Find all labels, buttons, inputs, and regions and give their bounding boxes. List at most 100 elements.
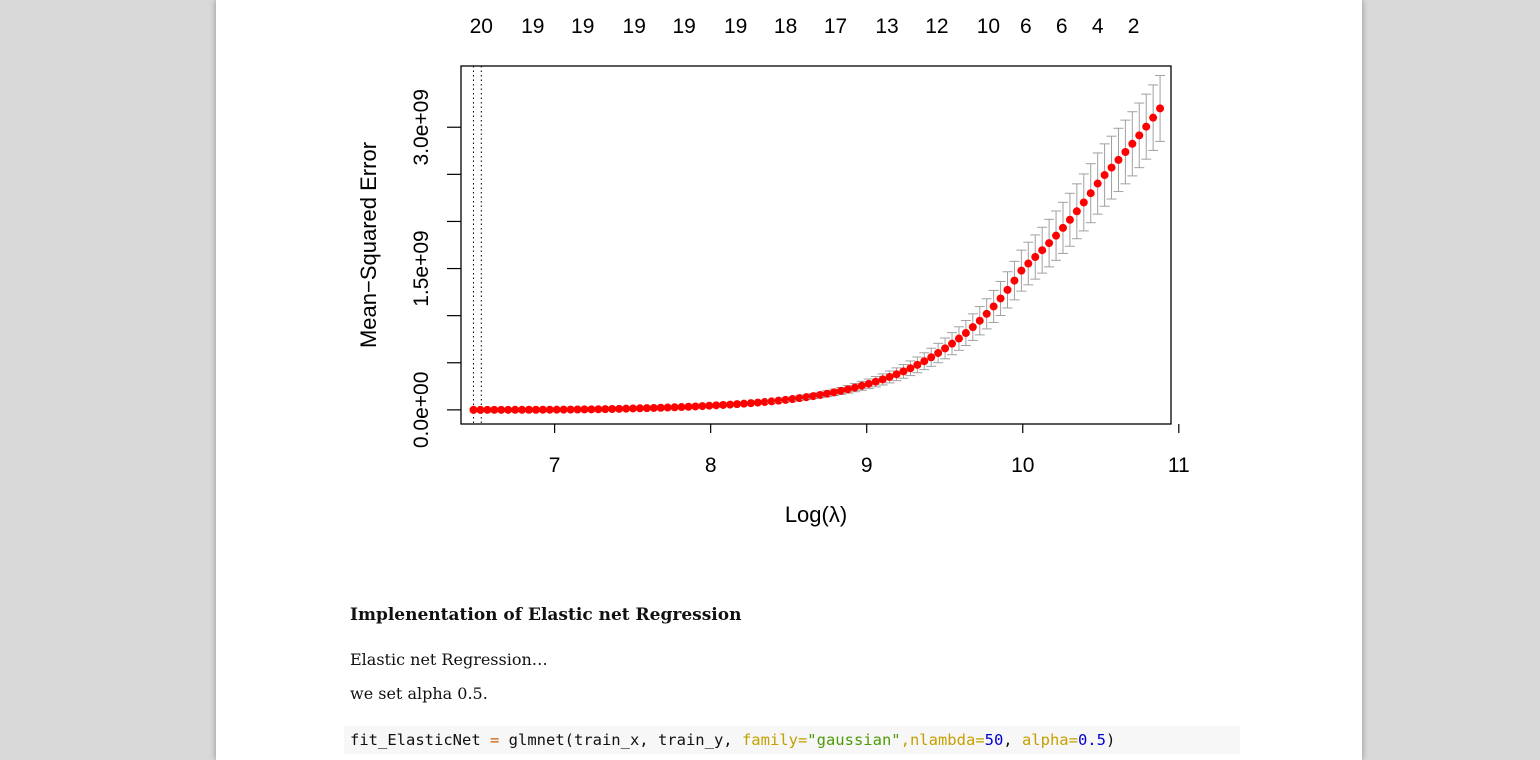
data-point [552,405,561,414]
data-point [469,405,478,414]
top-axis-label: 19 [724,15,747,38]
data-point [823,389,832,398]
data-point [781,395,790,404]
x-tick-label: 11 [1168,454,1190,477]
data-point [698,402,707,411]
code-token: glmnet(train_x, train_y, [499,731,742,749]
code-token: 50 [984,731,1004,749]
data-point [837,386,846,395]
data-point [712,401,721,410]
data-point [649,403,658,412]
data-point [871,377,880,386]
data-point [989,302,998,311]
data-point [656,403,665,412]
data-point [1031,253,1040,262]
data-point [705,401,714,410]
data-point [726,400,735,409]
data-point [746,399,755,408]
paragraph-alpha: we set alpha 0.5. [350,684,488,703]
code-token: ) [1105,731,1116,749]
x-tick-label: 8 [705,454,717,477]
top-axis-label: 19 [623,15,646,38]
y-tick-label: 0.0e+00 [410,372,433,449]
data-point [830,388,839,397]
data-point [1024,259,1033,268]
code-token: , [900,731,910,749]
data-point [857,381,866,390]
data-point [892,370,901,379]
data-point [497,405,506,414]
top-axis-label: 20 [470,15,493,38]
data-point [1149,113,1158,122]
data-point [968,323,977,332]
data-point [490,405,499,414]
data-point [504,405,513,414]
data-point [760,397,769,406]
data-point [1003,285,1012,294]
data-point [615,404,624,413]
data-point [1100,171,1109,180]
top-axis-label: 4 [1092,15,1104,38]
data-point [885,372,894,381]
data-point [1086,189,1095,198]
data-point [913,360,922,369]
top-axis-label: 13 [875,15,898,38]
code-token: , [1003,731,1022,749]
data-point [663,403,672,412]
data-point [809,392,818,401]
top-axis-label: 18 [774,15,797,38]
data-point [1065,215,1074,224]
data-point [920,357,929,366]
data-point [954,334,963,343]
data-point [622,404,631,413]
data-point [753,398,762,407]
code-token: nlambda= [909,731,985,749]
data-point [1052,231,1061,240]
data-point [1121,147,1130,156]
data-point [684,402,693,411]
data-point [850,383,859,392]
data-point [774,396,783,405]
plot-frame [460,65,1172,425]
code-token: fit_ElasticNet [350,731,490,749]
paragraph-intro: Elastic net Regression… [350,650,548,669]
data-point [927,353,936,362]
data-point [518,405,527,414]
code-block: fit_ElasticNet = glmnet(train_x, train_y… [344,726,1240,754]
data-point [739,399,748,408]
document-page: 7 8 9 10 11 0.0e+00 1.5e+09 3.0e+09 20 19 19 19 19 19… [216,0,1362,760]
data-point [795,394,804,403]
data-point [1107,163,1116,172]
data-point [996,294,1005,303]
data-point [670,403,679,412]
top-axis-label: 19 [571,15,594,38]
data-point [1045,239,1054,248]
data-point [1017,266,1026,275]
data-point [566,405,575,414]
data-point [1093,179,1102,188]
section-heading: Implenentation of Elastic net Regression [350,605,742,625]
y-tick-label: 3.0e+09 [410,89,433,166]
data-point [573,405,582,414]
x-axis-label: Log(λ) [785,502,847,527]
top-axis-label: 2 [1128,15,1140,38]
code-token: family= [741,731,808,749]
data-point [601,405,610,414]
x-tick-label: 10 [1011,454,1034,477]
data-point [816,390,825,399]
code-token: = [489,731,500,749]
data-point [677,403,686,412]
data-point [733,400,742,409]
code-token: 0.5 [1077,731,1106,749]
data-point [878,375,887,384]
data-point [531,405,540,414]
x-tick-label: 9 [861,454,873,477]
data-point [1128,139,1137,148]
data-point [538,405,547,414]
data-point [802,393,811,402]
top-axis-label: 12 [925,15,948,38]
data-point [545,405,554,414]
data-point [975,316,984,325]
data-point [511,405,520,414]
data-point [719,400,728,409]
